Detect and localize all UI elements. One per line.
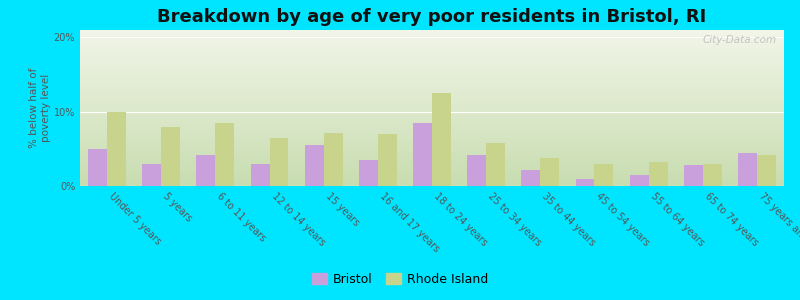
Bar [540,158,559,186]
Text: City-Data.com: City-Data.com [703,35,777,45]
Bar [630,175,649,186]
Bar [684,165,702,186]
Bar [738,153,757,186]
Bar [107,112,126,186]
Bar [215,123,234,186]
Bar [432,93,451,186]
Bar [378,134,397,186]
Bar [162,127,180,186]
Bar [486,143,505,186]
Bar [522,170,540,186]
Bar [702,164,722,186]
Bar [575,178,594,186]
Bar [270,138,289,186]
Bar [649,162,667,186]
Title: Breakdown by age of very poor residents in Bristol, RI: Breakdown by age of very poor residents … [158,8,706,26]
Bar [324,133,342,186]
Bar [594,164,614,186]
Bar [142,164,162,186]
Bar [197,155,215,186]
Bar [305,145,324,186]
Bar [88,149,107,186]
Bar [413,123,432,186]
Bar [757,155,776,186]
Legend: Bristol, Rhode Island: Bristol, Rhode Island [307,268,493,291]
Bar [250,164,270,186]
Bar [467,155,486,186]
Bar [359,160,378,186]
Y-axis label: % below half of
poverty level: % below half of poverty level [30,68,51,148]
